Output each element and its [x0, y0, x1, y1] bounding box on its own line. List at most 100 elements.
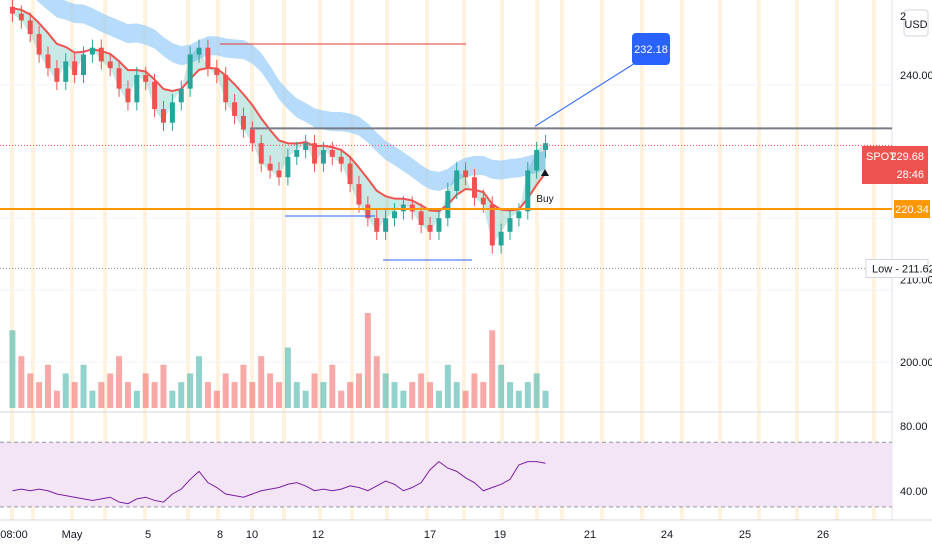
- candle-body: [383, 218, 389, 232]
- candle-body: [178, 88, 184, 103]
- volume-bar: [142, 373, 149, 408]
- candle-body: [81, 54, 87, 75]
- right-axis: USD2240.00210.00200.0080.0040.00SPOT229.…: [862, 9, 932, 498]
- x-tick-label: 12: [312, 529, 324, 541]
- x-tick-label: 24: [661, 529, 673, 541]
- candle-body: [9, 6, 15, 14]
- candle-body: [303, 143, 309, 150]
- volume-bar: [196, 356, 203, 408]
- callout-connector: [534, 59, 641, 127]
- candle-body: [72, 61, 78, 75]
- candle-body: [400, 204, 406, 212]
- session-strip: [640, 0, 644, 520]
- x-tick-label: 19: [494, 529, 506, 541]
- spot-tag: [862, 146, 928, 184]
- candle-body: [534, 150, 540, 171]
- candle-body: [427, 225, 433, 232]
- x-tick-label: 25: [739, 529, 751, 541]
- session-strip: [835, 0, 839, 520]
- candle-body: [45, 54, 51, 69]
- candle-body: [98, 47, 104, 62]
- candle-body: [240, 115, 246, 130]
- low-tag: [865, 259, 929, 278]
- candle-body: [143, 75, 149, 82]
- price-candles: [9, 0, 549, 254]
- session-strip: [282, 0, 286, 520]
- session-strip: [680, 0, 684, 520]
- candle-body: [418, 211, 424, 225]
- volume-bar: [204, 382, 211, 408]
- volume-bar: [355, 373, 362, 408]
- x-tick-label: 17: [424, 529, 436, 541]
- candle-body: [445, 190, 451, 219]
- candle-body: [392, 211, 398, 219]
- volume-bar: [347, 382, 354, 408]
- candle-body: [214, 68, 220, 75]
- volume-bar: [338, 390, 345, 408]
- volume-bar: [409, 382, 416, 408]
- support-tag: [894, 200, 930, 219]
- volume-bar: [116, 356, 123, 408]
- x-tick-label: 26: [817, 529, 829, 541]
- rsi-line: [12, 461, 546, 505]
- volume-bar: [400, 390, 407, 408]
- candle-body: [312, 143, 318, 164]
- volume-bar: [515, 390, 522, 408]
- candle-body: [480, 197, 486, 205]
- volume-bar: [391, 382, 398, 408]
- currency-box: [903, 9, 929, 37]
- x-tick-label: 5: [145, 529, 151, 541]
- volume-bar: [284, 347, 291, 408]
- volume-bar: [444, 364, 451, 408]
- x-tick-label: 08:00: [0, 529, 28, 541]
- session-strip: [500, 0, 504, 520]
- volume-bar: [151, 382, 158, 408]
- spot-price: 229.68: [890, 151, 924, 163]
- x-tick-label: 10: [246, 529, 258, 541]
- volume-bar: [53, 390, 60, 408]
- volume-bar: [89, 390, 96, 408]
- volume-bar: [329, 364, 336, 408]
- volume-bar: [44, 364, 51, 408]
- candle-body: [27, 20, 33, 35]
- support-value: 220.34: [895, 204, 929, 216]
- volume-bar: [364, 313, 371, 408]
- candle-body: [89, 47, 95, 55]
- volume-bar: [427, 382, 434, 408]
- candle-body: [196, 47, 202, 55]
- candle-body: [258, 143, 264, 164]
- volume-bar: [107, 373, 114, 408]
- top-partial-label: 2: [900, 11, 906, 23]
- session-strip: [560, 0, 564, 520]
- volume-bar: [222, 373, 229, 408]
- candle-body: [205, 47, 211, 69]
- candle-body: [320, 150, 326, 164]
- candle-body: [489, 204, 495, 246]
- volume-bar: [231, 382, 238, 408]
- candle-body: [187, 54, 193, 89]
- session-strip: [103, 0, 107, 520]
- candle-body: [347, 163, 353, 185]
- volume-bar: [160, 364, 167, 408]
- volume-bar: [9, 330, 16, 408]
- volume-bar: [80, 364, 87, 408]
- candle-body: [543, 143, 549, 150]
- candle-body: [107, 61, 113, 69]
- volume-bar: [418, 373, 425, 408]
- volume-bar: [62, 373, 69, 408]
- session-strip: [757, 0, 761, 520]
- candle-body: [54, 68, 60, 82]
- volume-bar: [98, 382, 105, 408]
- volume-bar: [533, 373, 540, 408]
- volume-bar: [471, 373, 478, 408]
- x-tick-label: May: [62, 529, 83, 541]
- session-strip: [143, 0, 147, 520]
- session-strip: [31, 0, 35, 520]
- candle-body: [18, 13, 24, 21]
- overlay-lines: 232.18 Buy: [0, 33, 892, 269]
- session-strip: [795, 0, 799, 520]
- candle-body: [507, 218, 513, 232]
- candle-body: [36, 34, 42, 55]
- session-strip: [350, 0, 354, 520]
